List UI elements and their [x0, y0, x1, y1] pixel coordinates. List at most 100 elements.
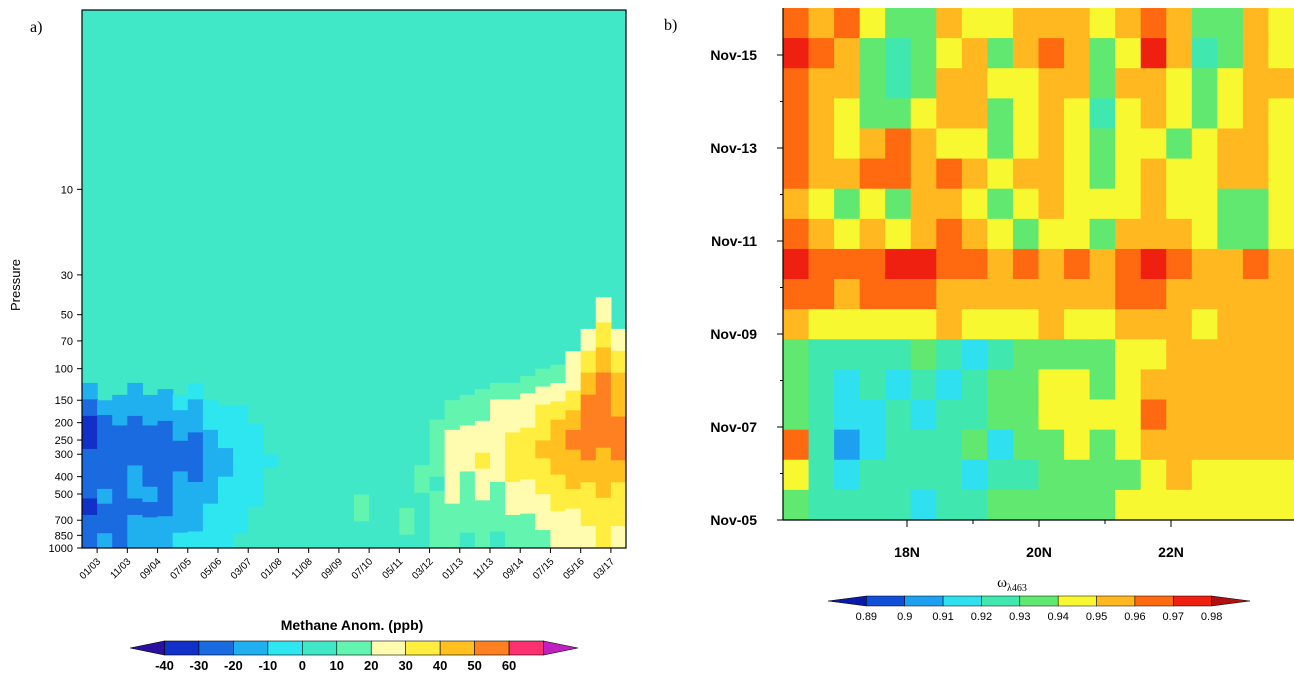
panel-b-cell: [1012, 309, 1040, 340]
panel-b-cell: [910, 489, 937, 520]
panel-a-xtick-label: 07/05: [168, 556, 194, 582]
panel-a-colorbar-segment: [129, 640, 165, 656]
panel-b-cell: [834, 339, 861, 371]
panel-b-cell: [1242, 489, 1270, 520]
panel-a-cell: [218, 533, 234, 548]
panel-b-cell: [783, 158, 810, 190]
panel-a-cell: [308, 467, 325, 482]
panel-a-cell: [369, 467, 385, 482]
panel-a-cell: [429, 519, 446, 535]
panel-a-cell: [338, 467, 355, 482]
panel-a-cell: [565, 390, 582, 411]
panel-b-cell: [1268, 399, 1294, 431]
panel-a-cell: [338, 414, 355, 429]
panel-b-cell: [1064, 248, 1091, 280]
panel-b-cell: [1012, 8, 1040, 39]
panel-b-cell: [1242, 369, 1270, 401]
panel-a-cell: [490, 448, 506, 467]
panel-b-cell: [1268, 309, 1294, 340]
panel-a-cell: [429, 405, 446, 421]
panel-a-cell: [82, 448, 98, 467]
panel-a-cell: [414, 520, 431, 535]
panel-b-cell: [1140, 38, 1167, 69]
panel-b-cell: [1191, 248, 1218, 280]
panel-a-cell: [278, 441, 295, 456]
panel-a-cell: [323, 454, 340, 469]
panel-a-cell: [127, 514, 144, 533]
panel-a-cell: [474, 532, 491, 548]
panel-a-cell: [112, 456, 128, 473]
panel-a-cell: [595, 472, 612, 499]
panel-a-colorbar-segment: [336, 640, 372, 656]
panel-b-cell: [1140, 158, 1167, 190]
panel-a-cell: [550, 419, 567, 439]
panel-a-cell: [505, 481, 521, 500]
panel-a-cell: [550, 401, 567, 421]
panel-b-cell: [885, 188, 912, 220]
panel-a-colorbar-title: Methane Anom. (ppb): [281, 617, 424, 633]
panel-a-cell: [535, 458, 552, 477]
panel-b-cell: [1012, 188, 1040, 220]
panel-a-cell: [248, 437, 264, 452]
panel-a-ytick-label: 400: [55, 472, 73, 484]
panel-a-colorbar: -40 -30 -20 -10 0 10 20 30 40 50 60: [129, 640, 579, 673]
panel-a-colorbar-segment: [370, 640, 406, 656]
panel-b-cell: [808, 429, 835, 461]
panel-b-cell: [1166, 98, 1193, 130]
panel-a-colorbar-label: -30: [190, 658, 209, 673]
panel-b-cell: [834, 158, 861, 190]
panel-a-cell: [202, 429, 219, 446]
panel-b-cell: [1038, 218, 1065, 250]
panel-a-cell: [384, 494, 400, 509]
panel-b-cell: [1038, 489, 1065, 520]
panel-a-xtick-label: 09/04: [138, 556, 164, 582]
panel-a-cell: [293, 454, 310, 469]
panel-b-cell: [961, 399, 988, 431]
panel-a-cell: [157, 420, 174, 438]
panel-b-cell: [1191, 188, 1218, 220]
panel-a-cell: [323, 427, 340, 442]
panel-b-cell: [859, 188, 886, 220]
panel-b-cell: [987, 279, 1014, 310]
panel-a-cell: [550, 529, 567, 548]
panel-b-cell: [808, 489, 835, 520]
panel-b-cell: [1191, 459, 1218, 491]
panel-a-cell: [97, 503, 113, 520]
panel-a-cell: [142, 471, 159, 488]
panel-b-cell: [961, 8, 988, 39]
panel-b-cell: [1115, 248, 1142, 280]
panel-a-plot-area: [82, 10, 626, 548]
panel-a-cell: [293, 427, 310, 442]
panel-a-cell: [414, 492, 431, 508]
panel-a-cell: [187, 465, 204, 483]
panel-a-cell: [354, 481, 370, 496]
panel-b-cell: [1217, 399, 1244, 431]
panel-a-cell: [157, 452, 174, 470]
panel-a-cell: [535, 440, 552, 459]
panel-b-cell: [859, 459, 886, 491]
panel-a-cell: [308, 481, 325, 496]
panel-a-colorbar-segment: [508, 640, 544, 656]
panel-b-cell: [1064, 8, 1091, 39]
panel-b-cell: [808, 459, 835, 491]
panel-a-cell: [354, 454, 370, 469]
panel-a-cell: [550, 383, 567, 402]
panel-a-cell: [429, 533, 446, 548]
panel-a-cell: [142, 532, 159, 548]
panel-b-cell: [808, 8, 835, 39]
panel-a-cell: [263, 507, 280, 522]
panel-b-cell: [1191, 369, 1218, 401]
panel-b-cell: [834, 399, 861, 431]
panel-a-cell: [580, 416, 597, 440]
panel-a-cell: [157, 532, 174, 548]
panel-b-cell: [1217, 279, 1244, 310]
panel-b-cell: [1191, 68, 1218, 99]
panel-b-cell: [1140, 279, 1167, 310]
panel-b-cell: [1191, 158, 1218, 190]
panel-b-cell: [859, 489, 886, 520]
panel-b-cell: [987, 158, 1014, 190]
panel-a-cell: [157, 436, 174, 454]
panel-b-cell: [1064, 218, 1091, 250]
panel-b-colorbar-label: 0.93: [1009, 611, 1030, 623]
